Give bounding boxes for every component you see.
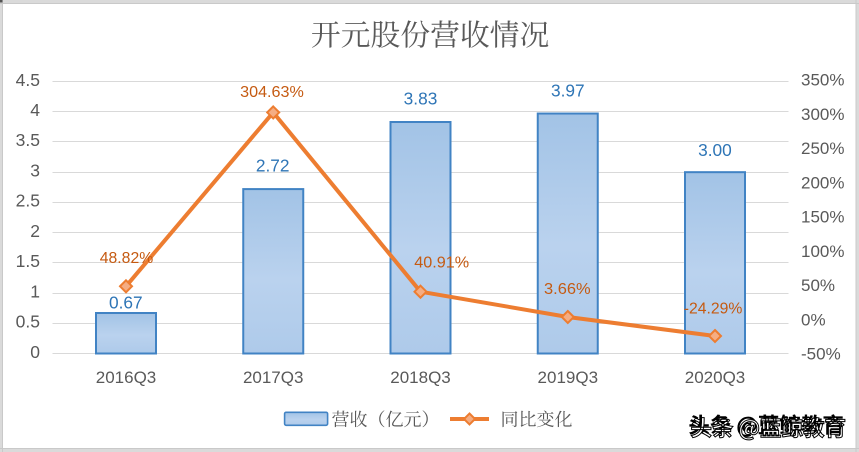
svg-text:3.66%: 3.66% <box>544 281 591 298</box>
svg-text:2016Q3: 2016Q3 <box>96 368 157 387</box>
svg-text:100%: 100% <box>801 242 844 261</box>
svg-text:0.5: 0.5 <box>16 312 40 332</box>
svg-text:2020Q3: 2020Q3 <box>685 368 746 387</box>
svg-text:2018Q3: 2018Q3 <box>390 368 451 387</box>
svg-text:2019Q3: 2019Q3 <box>538 368 599 387</box>
svg-text:1.5: 1.5 <box>16 251 40 271</box>
svg-text:0.67: 0.67 <box>109 292 143 312</box>
svg-text:350%: 350% <box>801 71 844 90</box>
svg-text:2: 2 <box>30 221 40 241</box>
svg-text:250%: 250% <box>801 139 844 158</box>
svg-text:0: 0 <box>30 342 40 362</box>
svg-text:2.72: 2.72 <box>256 155 290 175</box>
svg-text:0%: 0% <box>801 310 826 329</box>
svg-text:3.5: 3.5 <box>16 130 40 150</box>
svg-text:-50%: -50% <box>801 345 841 364</box>
svg-text:48.82%: 48.82% <box>100 250 154 267</box>
svg-text:40.91%: 40.91% <box>414 255 469 272</box>
svg-text:2017Q3: 2017Q3 <box>243 368 304 387</box>
svg-text:304.63%: 304.63% <box>240 84 304 101</box>
svg-text:200%: 200% <box>801 173 844 192</box>
svg-text:4: 4 <box>30 100 40 120</box>
svg-text:150%: 150% <box>801 208 844 227</box>
svg-text:3: 3 <box>30 161 40 181</box>
svg-text:1: 1 <box>30 281 40 301</box>
svg-text:300%: 300% <box>801 105 844 124</box>
svg-text:3.83: 3.83 <box>404 88 438 108</box>
svg-text:50%: 50% <box>801 276 835 295</box>
svg-text:3.00: 3.00 <box>698 140 732 160</box>
svg-text:4.5: 4.5 <box>16 70 40 90</box>
svg-text:3.97: 3.97 <box>551 81 585 101</box>
svg-text:2.5: 2.5 <box>16 191 40 211</box>
svg-text:-24.29%: -24.29% <box>684 300 743 317</box>
